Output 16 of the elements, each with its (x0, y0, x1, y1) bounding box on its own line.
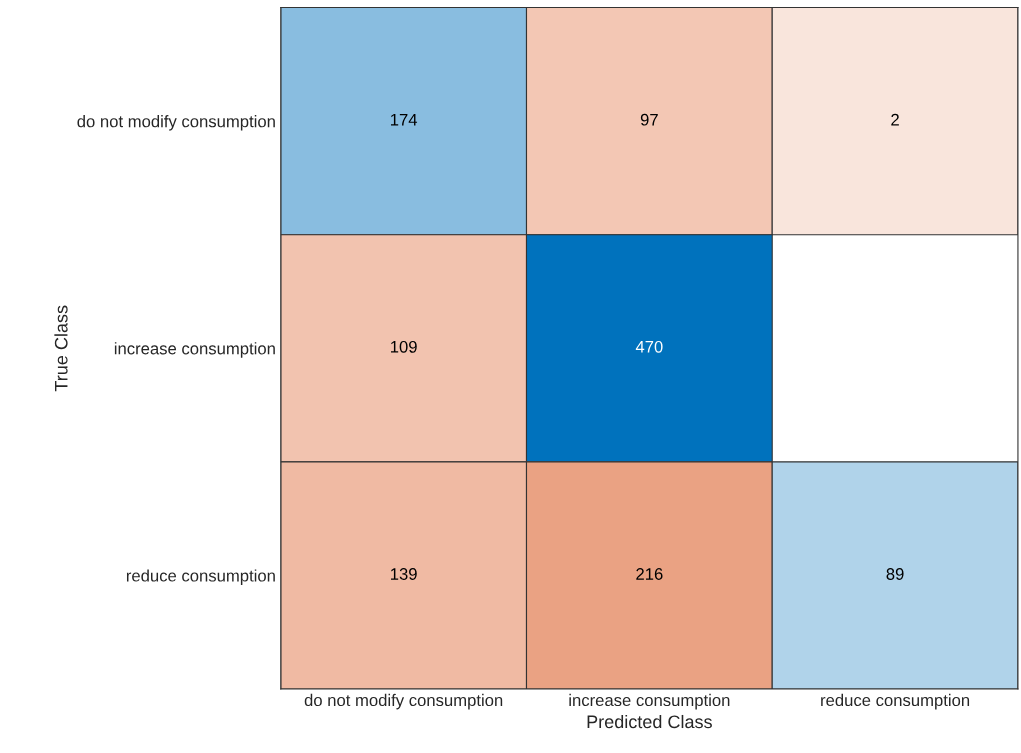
x-tick-label: reduce consumption (821, 693, 970, 710)
data-label: 470 (635, 340, 663, 353)
data-label: 89 (886, 568, 904, 580)
y-axis-title: True Class (54, 305, 68, 392)
y-tick-label: reduce consumption (126, 569, 275, 585)
x-tick-label: increase consumption (569, 693, 730, 710)
data-label: 97 (640, 113, 658, 126)
y-tick-label: do not modify consumption (77, 115, 275, 131)
data-label: 109 (391, 340, 417, 353)
y-tick-label: increase consumption (114, 342, 275, 358)
x-axis-title: Predicted Class (587, 714, 712, 729)
data-label: 216 (636, 568, 663, 580)
data-label: 2 (891, 113, 899, 126)
data-label: 174 (391, 113, 418, 126)
x-tick-label: do not modify consumption (304, 693, 503, 710)
data-label: 139 (391, 568, 417, 580)
